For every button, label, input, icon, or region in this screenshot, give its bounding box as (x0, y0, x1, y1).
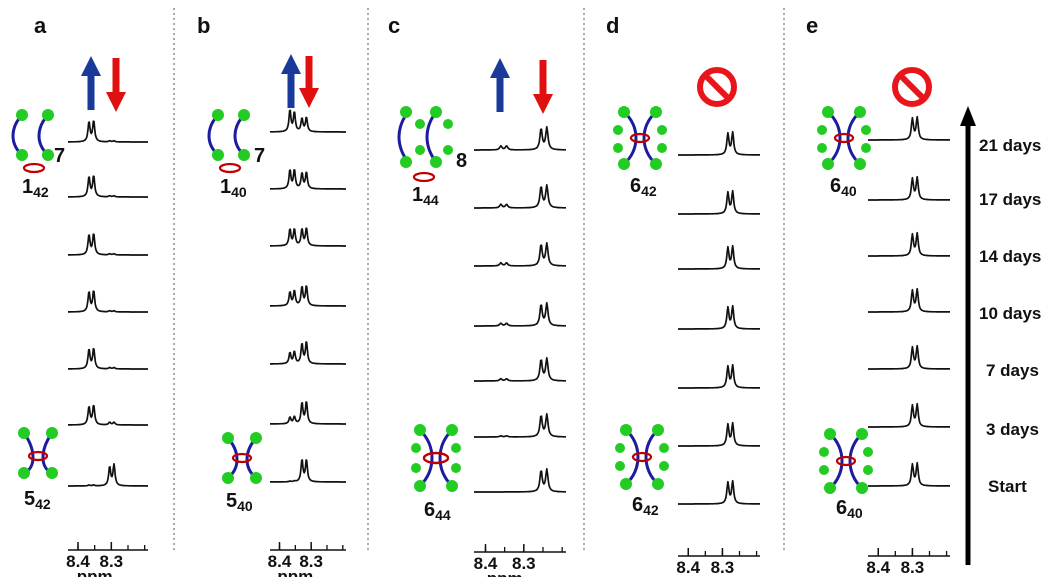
molecule-rotaxane-icon (411, 424, 461, 492)
compound-label: 542 (24, 488, 51, 512)
trend-arrows-b (281, 54, 319, 108)
x-tick-label: 8.3 (711, 558, 735, 577)
panel-label-c: c (388, 13, 400, 38)
spectrum-trace (473, 302, 567, 327)
spectrum-trace (473, 184, 567, 209)
time-label: 21 days (979, 136, 1041, 155)
molecule-rotaxane-icon (615, 424, 669, 490)
spectrum-trace (67, 120, 149, 143)
x-axis-unit: ppm (77, 567, 113, 577)
spectra-layer: 8.48.3ppm8.48.3ppm8.48.3ppm8.48.3ppm8.48… (66, 109, 951, 577)
spectrum-trace (67, 404, 149, 426)
spectrum-trace (269, 227, 347, 247)
spectrum-trace (867, 175, 951, 201)
prohibited-icon (892, 67, 932, 107)
spectrum-trace (269, 341, 347, 365)
spectrum-trace (867, 115, 951, 141)
x-axis-unit: ppm (687, 573, 723, 577)
spectrum-trace (677, 363, 761, 389)
compound-label: 142 (22, 176, 49, 200)
down-arrow-head (533, 94, 553, 114)
spectrum-trace (269, 285, 347, 307)
panel-label-a: a (34, 13, 47, 38)
time-label: 10 days (979, 304, 1041, 323)
spectrum-trace (473, 357, 567, 382)
panel-label-b: b (197, 13, 210, 38)
spectrum-trace (269, 401, 347, 425)
spectrum-trace (67, 175, 149, 198)
spectrum-trace (677, 244, 761, 270)
molecule-rotaxane-icon (613, 106, 667, 170)
spectrum-trace (867, 287, 951, 313)
molecule-rotaxane-icon (819, 428, 873, 494)
compound-label: 144 (412, 184, 439, 208)
spectrum-trace (677, 304, 761, 330)
spectrum-trace (677, 189, 761, 215)
compound-label: 640 (830, 175, 857, 199)
up-arrow-head (81, 56, 101, 76)
x-axis-unit: ppm (487, 569, 523, 577)
time-label: Start (988, 477, 1027, 496)
down-arrow-head (106, 92, 126, 112)
spectrum-trace (67, 347, 149, 370)
compound-label: 140 (220, 176, 247, 200)
up-arrow-head (490, 58, 510, 78)
spectrum-trace (473, 126, 567, 151)
molecule-thread-ring-icon (207, 109, 250, 174)
x-tick-label: 8.4 (474, 554, 498, 573)
spectrum-trace (867, 461, 951, 487)
spectrum-trace (67, 462, 149, 487)
molecule-rotaxane-icon (18, 427, 58, 479)
time-label: 17 days (979, 190, 1041, 209)
molecule-thread-ring-icon (11, 109, 54, 174)
spectrum-trace (269, 109, 347, 133)
spectrum-trace (269, 169, 347, 190)
spectrum-trace (677, 130, 761, 156)
panel-label-d: d (606, 13, 619, 38)
x-tick-label: 8.4 (268, 552, 292, 571)
prohibited-icon (697, 67, 737, 107)
x-tick-label: 8.4 (66, 552, 90, 571)
partner-label: 7 (254, 145, 265, 167)
x-axis-unit: ppm (877, 573, 913, 577)
spectrum-trace (867, 402, 951, 428)
spectrum-trace (677, 421, 761, 447)
x-tick-label: 8.3 (512, 554, 536, 573)
panel-label-e: e (806, 13, 818, 38)
trend-arrows-a (81, 56, 126, 112)
time-label: 14 days (979, 247, 1041, 266)
spectrum-trace (67, 290, 149, 313)
spectrum-trace (473, 242, 567, 267)
up-arrow-head (281, 54, 301, 74)
x-tick-label: 8.3 (100, 552, 124, 571)
trend-arrows-c (490, 58, 553, 114)
spectrum-trace (473, 413, 567, 438)
partner-label: 7 (54, 145, 65, 167)
molecule-rotaxane-icon (222, 432, 262, 484)
compound-label: 642 (630, 175, 657, 199)
spectrum-trace (67, 233, 149, 256)
spectrum-trace (867, 231, 951, 257)
x-tick-label: 8.3 (299, 552, 323, 571)
compound-label: 640 (836, 497, 863, 521)
x-tick-label: 8.4 (676, 558, 700, 577)
molecule-rotaxane-icon (817, 106, 871, 170)
down-arrow-head (299, 88, 319, 108)
x-tick-label: 8.3 (901, 558, 925, 577)
spectrum-trace (473, 468, 567, 493)
partner-label: 8 (456, 150, 467, 172)
time-label: 3 days (986, 420, 1039, 439)
spectrum-trace (867, 344, 951, 370)
molecule-thread-ring-icon (397, 106, 453, 183)
spectrum-trace (677, 479, 761, 505)
compound-label: 644 (424, 499, 451, 523)
compound-label: 642 (632, 494, 659, 518)
time-label: 7 days (986, 361, 1039, 380)
spectrum-trace (269, 459, 347, 483)
compound-label: 540 (226, 490, 253, 514)
time-axis-arrow (960, 106, 976, 565)
x-axis-unit: ppm (277, 567, 313, 577)
x-tick-label: 8.4 (866, 558, 890, 577)
